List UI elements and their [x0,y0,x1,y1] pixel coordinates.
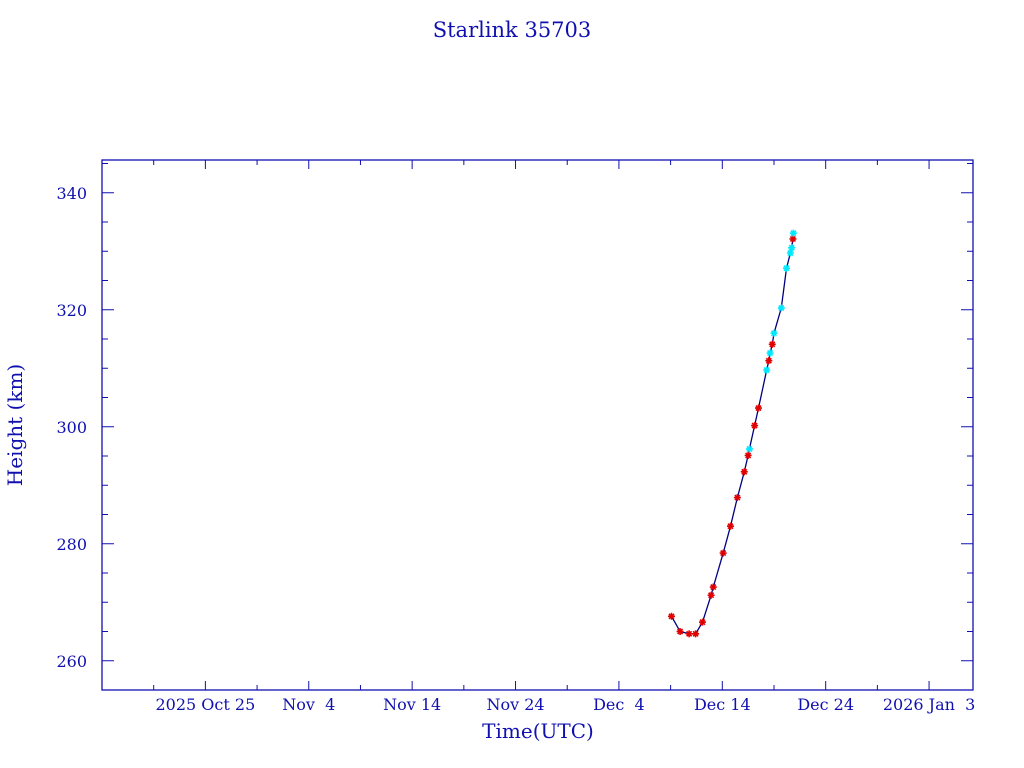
red-marker [676,628,684,636]
y-tick-label: 260 [56,652,87,671]
y-tick-label: 280 [56,535,87,554]
red-marker [751,422,759,430]
marker-stroke [770,330,778,337]
red-marker [726,522,734,530]
marker-stroke [769,341,776,348]
marker-stroke [741,468,748,475]
marker-stroke [686,630,693,637]
plot-frame [101,159,974,691]
cyan-marker [789,229,797,237]
x-tick-labels: 2025 Oct 25 Nov 4 Nov 14 Nov 24 Dec 4 Dec 14 D… [155,695,975,714]
x-tick-label: Nov 14 [383,695,441,714]
marker-stroke [751,422,758,429]
cyan-marker [786,249,794,257]
height-line [670,233,795,635]
x-tick-label: Dec 24 [797,695,854,714]
chart-title: Starlink 35703 [433,18,592,42]
red-marker [719,549,727,557]
x-tick-label: Dec 4 [593,695,645,714]
red-marker [667,612,675,620]
marker-stroke [720,550,727,557]
x-axis-label: Time(UTC) [482,719,594,743]
marker-stroke [692,630,699,637]
red-marker [709,583,717,591]
marker-stroke [710,583,717,591]
marker-stroke [790,230,797,237]
marker-stroke [677,628,684,635]
marker-stroke [767,349,774,357]
y-tick-label: 320 [56,301,87,320]
x-tick-label: 2026 Jan 3 [883,695,975,714]
cyan-marker [763,366,771,374]
data-markers [667,229,797,638]
red-marker [765,357,773,365]
x-tick-label: 2025 Oct 25 [155,695,255,714]
red-marker [754,404,762,412]
marker-stroke [727,523,734,530]
y-axis-label: Height (km) [3,364,27,486]
red-marker [698,618,706,626]
red-marker [744,451,752,459]
red-marker [685,630,693,638]
marker-stroke [755,404,762,412]
axis-ticks [102,160,973,690]
marker-stroke [668,613,675,620]
marker-stroke [708,592,715,599]
red-marker [768,340,776,348]
cyan-marker [770,329,778,337]
cyan-marker [745,445,753,453]
marker-stroke [699,619,706,626]
marker-stroke [778,304,785,312]
red-marker [707,591,715,599]
red-marker [733,494,741,502]
cyan-marker [782,264,790,272]
cyan-marker [766,349,774,357]
marker-stroke [783,265,790,272]
y-tick-label: 300 [56,418,87,437]
marker-stroke [788,244,795,251]
x-tick-label: Nov 4 [282,695,335,714]
red-marker [740,468,748,476]
marker-stroke [789,235,797,243]
marker-stroke [745,452,752,459]
red-marker [789,235,797,243]
marker-stroke [765,357,772,364]
y-tick-labels: 260 280 300 320 340 [56,184,87,671]
marker-stroke [787,249,794,257]
marker-stroke [763,366,770,374]
cyan-marker [788,244,796,252]
x-tick-label: Nov 24 [486,695,544,714]
red-marker [692,630,700,638]
marker-stroke [746,445,753,453]
y-tick-label: 340 [56,184,87,203]
x-tick-label: Dec 14 [694,695,751,714]
cyan-marker [777,304,785,312]
marker-stroke [734,494,741,501]
